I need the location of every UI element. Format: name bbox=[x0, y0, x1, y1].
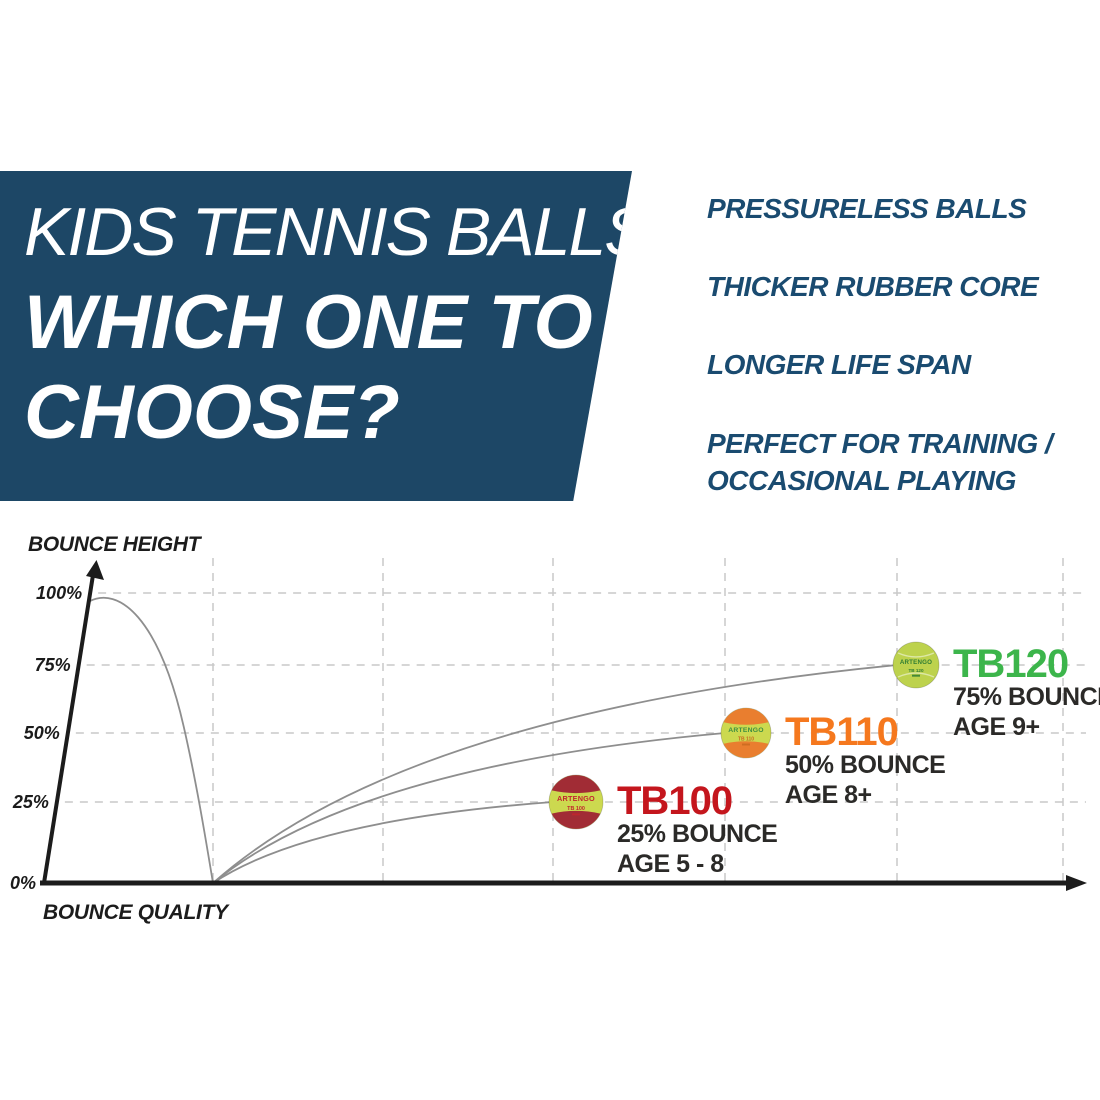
y-tick-75: 75% bbox=[35, 655, 71, 675]
y-tick-0: 0% bbox=[10, 873, 36, 893]
y-tick-25: 25% bbox=[12, 792, 49, 812]
ball-seam-bottom-TB120 bbox=[897, 672, 935, 678]
y-tick-50: 50% bbox=[24, 723, 60, 743]
ball-name-TB120: TB120 bbox=[953, 642, 1069, 686]
title-line-2: WHICH ONE TO bbox=[24, 280, 593, 365]
bounce-curve-TB100 bbox=[212, 801, 554, 884]
y-axis-title: BOUNCE HEIGHT bbox=[28, 533, 201, 556]
tennis-ball-TB120 bbox=[892, 641, 940, 689]
ball-top-band-TB100 bbox=[551, 775, 601, 794]
ball-age-TB120: AGE 9+ bbox=[953, 713, 1040, 741]
ball-small-mark-TB100 bbox=[572, 813, 580, 816]
feature-training: PERFECT FOR TRAINING / OCCASIONAL PLAYIN… bbox=[707, 428, 1053, 496]
title-banner: KIDS TENNIS BALLS WHICH ONE TO CHOOSE? bbox=[0, 171, 632, 501]
title-line-1: KIDS TENNIS BALLS bbox=[24, 194, 648, 270]
y-axis-line bbox=[42, 574, 95, 884]
ball-age-TB110: AGE 8+ bbox=[785, 781, 872, 809]
feature-life-span: LONGER LIFE SPAN bbox=[707, 349, 971, 380]
ball-age-TB100: AGE 5 - 8 bbox=[617, 850, 724, 878]
bounce-curve-TB110 bbox=[212, 732, 726, 884]
ball-brand-text-TB100: ARTENGO bbox=[557, 794, 595, 803]
ball-label-TB120: TB120 75% BOUNCE AGE 9+ bbox=[953, 644, 1100, 741]
ball-label-TB100: TB100 25% BOUNCE AGE 5 - 8 bbox=[617, 779, 778, 878]
ball-bounce-TB110: 50% BOUNCE bbox=[785, 751, 946, 779]
ball-model-text-TB120: TB 120 bbox=[908, 668, 924, 673]
y-tick-100: 100% bbox=[36, 583, 82, 603]
feature-rubber-core: THICKER RUBBER CORE bbox=[707, 271, 1039, 302]
drop-trajectory-curve bbox=[88, 596, 214, 884]
ball-bottom-band-TB110 bbox=[723, 741, 769, 758]
ball-small-mark-TB120 bbox=[912, 674, 920, 677]
ball-model-text-TB110: TB 110 bbox=[738, 737, 754, 743]
bounce-chart: 100% 75% 50% 25% 0% ARTENGO TB 100 ARTENGO TB 11… bbox=[10, 558, 1087, 893]
x-axis-title: BOUNCE QUALITY bbox=[43, 901, 228, 924]
ball-name-TB100: TB100 bbox=[617, 779, 733, 823]
ball-bounce-TB100: 25% BOUNCE bbox=[617, 820, 778, 848]
ball-brand-text-TB120: ARTENGO bbox=[900, 659, 932, 666]
ball-label-TB110: TB110 50% BOUNCE AGE 8+ bbox=[785, 710, 946, 809]
bounce-curve-TB120 bbox=[212, 664, 898, 884]
ball-seam-top-TB120 bbox=[897, 652, 935, 658]
ball-bounce-TB120: 75% BOUNCE bbox=[953, 683, 1100, 711]
x-axis-arrow bbox=[1066, 875, 1087, 891]
ball-name-TB110: TB110 bbox=[785, 710, 899, 754]
ball-bottom-band-TB100 bbox=[551, 810, 601, 829]
feature-pressureless: PRESSURELESS BALLS bbox=[707, 193, 1027, 224]
title-line-3: CHOOSE? bbox=[24, 370, 400, 455]
ball-small-mark-TB110 bbox=[742, 743, 750, 746]
ball-top-band-TB110 bbox=[723, 708, 769, 725]
ball-brand-text-TB110: ARTENGO bbox=[728, 727, 763, 734]
ball-model-text-TB100: TB 100 bbox=[567, 806, 585, 812]
y-axis-arrow bbox=[86, 560, 104, 580]
